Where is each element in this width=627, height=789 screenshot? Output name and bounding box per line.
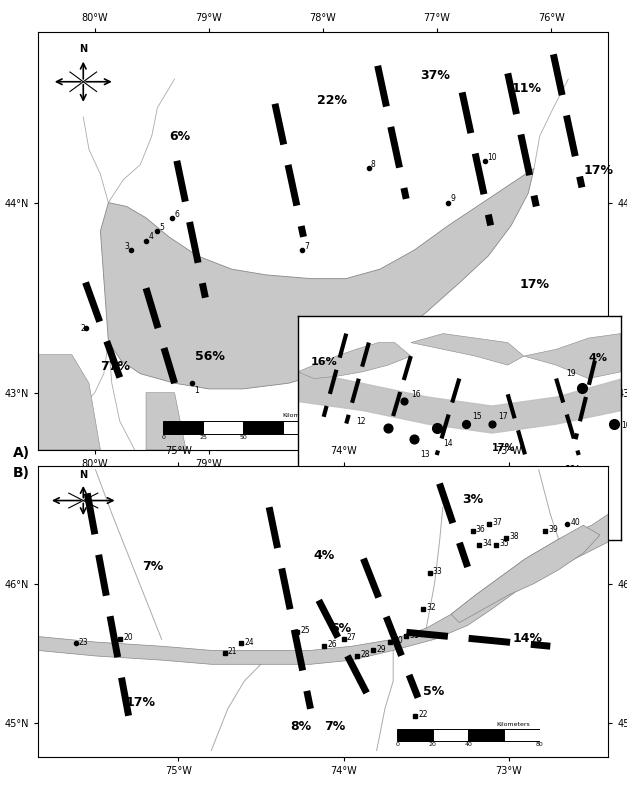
Text: 10: 10 <box>487 152 497 162</box>
Text: 12: 12 <box>356 417 366 425</box>
Text: 34: 34 <box>483 539 492 548</box>
Text: 17%: 17% <box>519 279 549 291</box>
Text: 5%: 5% <box>440 522 459 531</box>
Text: 8%: 8% <box>291 720 312 733</box>
Text: 21: 21 <box>228 647 237 656</box>
Text: 22%: 22% <box>317 94 347 107</box>
Text: 6%: 6% <box>330 623 352 635</box>
Polygon shape <box>411 334 524 365</box>
Text: 25: 25 <box>300 626 310 635</box>
Text: 17%: 17% <box>492 443 515 453</box>
Polygon shape <box>298 342 411 379</box>
Text: 9: 9 <box>451 194 456 204</box>
Polygon shape <box>38 355 100 450</box>
Text: 15: 15 <box>472 412 482 421</box>
Text: 16: 16 <box>411 390 421 398</box>
Text: 5%: 5% <box>423 685 444 698</box>
Text: 24: 24 <box>245 638 254 646</box>
Polygon shape <box>100 168 534 389</box>
Text: 29: 29 <box>377 645 386 653</box>
Text: 2: 2 <box>81 323 86 333</box>
Text: 1: 1 <box>194 387 199 395</box>
Text: 5: 5 <box>160 222 165 232</box>
Text: 3: 3 <box>124 242 129 251</box>
Text: 32: 32 <box>426 603 436 611</box>
Text: 37: 37 <box>492 518 502 527</box>
Text: B): B) <box>13 466 29 480</box>
Polygon shape <box>38 514 608 664</box>
Text: 30: 30 <box>393 636 403 645</box>
Text: 11%: 11% <box>511 82 541 95</box>
Text: 17%: 17% <box>125 696 155 709</box>
Polygon shape <box>451 525 600 623</box>
Text: 17%: 17% <box>583 164 613 177</box>
Text: 4%: 4% <box>314 548 335 562</box>
Text: 56%: 56% <box>195 350 225 364</box>
Text: N: N <box>79 469 87 480</box>
Polygon shape <box>146 393 186 450</box>
Text: 8: 8 <box>371 160 376 169</box>
Text: 27: 27 <box>347 634 357 642</box>
Text: A): A) <box>13 446 29 460</box>
Text: 19: 19 <box>566 369 576 378</box>
Text: 77%: 77% <box>100 360 130 373</box>
Text: 20: 20 <box>124 634 134 642</box>
Text: N: N <box>79 44 87 54</box>
Text: 39: 39 <box>549 525 559 534</box>
Text: 38: 38 <box>509 532 519 541</box>
Text: 33: 33 <box>433 567 443 576</box>
Text: 31: 31 <box>409 630 419 640</box>
Text: 10: 10 <box>621 421 627 430</box>
Text: 40: 40 <box>570 518 580 527</box>
Text: 6%: 6% <box>169 130 190 143</box>
Text: 22: 22 <box>418 710 428 719</box>
Text: 11: 11 <box>305 488 314 498</box>
Text: 14%: 14% <box>512 632 542 645</box>
Text: 14: 14 <box>443 439 453 448</box>
Text: 28: 28 <box>360 650 369 659</box>
Text: 3%: 3% <box>463 493 484 506</box>
Text: 4%: 4% <box>562 465 582 475</box>
Text: 13: 13 <box>421 451 430 459</box>
Text: 4%: 4% <box>588 353 608 363</box>
Text: 7%: 7% <box>324 720 345 733</box>
Text: 7%: 7% <box>142 559 163 573</box>
Text: 4: 4 <box>149 232 153 241</box>
Text: 23: 23 <box>79 638 88 646</box>
Text: 37%: 37% <box>420 69 450 82</box>
Text: 17: 17 <box>498 412 508 421</box>
Text: 16%: 16% <box>311 357 337 367</box>
Polygon shape <box>524 334 621 379</box>
Text: 6: 6 <box>174 210 179 219</box>
Text: 36: 36 <box>476 525 486 534</box>
Text: 26: 26 <box>327 641 337 649</box>
Text: 35: 35 <box>499 539 508 548</box>
Text: 7: 7 <box>305 242 310 251</box>
